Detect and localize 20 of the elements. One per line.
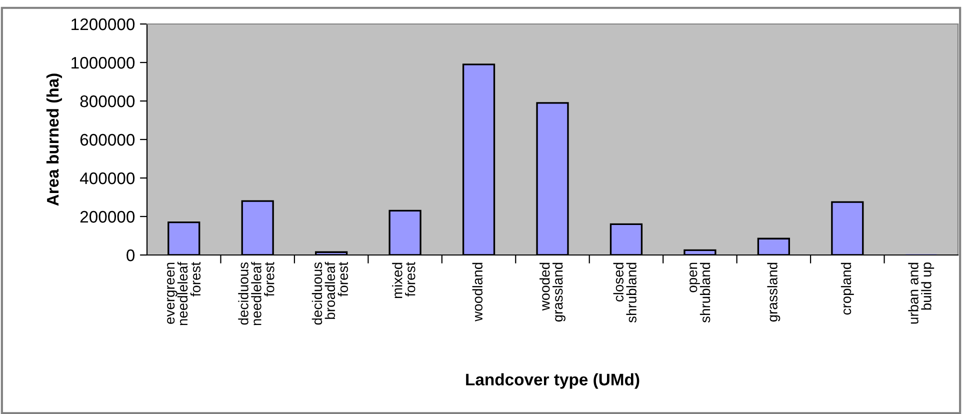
x-tick-label: grassland — [767, 262, 780, 322]
x-tick-label: mixed forest — [392, 262, 416, 298]
y-axis-title: Area burned (ha) — [46, 74, 62, 206]
y-tick-label: 1200000 — [72, 18, 135, 30]
y-tick-label: 600000 — [80, 134, 135, 146]
x-tick-label: urban and build up — [908, 262, 934, 324]
y-tick-label: 400000 — [80, 172, 135, 184]
x-tick-label: deciduous needleleaf forest — [238, 262, 274, 326]
y-tick-label: 200000 — [80, 210, 135, 223]
x-tick-label: evergreen needleleaf forest — [167, 262, 201, 326]
y-tick-label: 1000000 — [72, 56, 135, 69]
y-tick-label: 800000 — [80, 95, 135, 108]
x-tick-label: woodland — [472, 262, 482, 322]
x-axis-title: Landcover type (UMd) — [466, 373, 640, 389]
y-tick-label: 0 — [126, 249, 135, 262]
x-tick-label: deciduous broadleaf forest — [312, 262, 348, 325]
x-tick-label: wooded grassland — [540, 262, 566, 322]
x-tick-label: open shrubland — [690, 262, 710, 323]
x-tick-label: cropland — [840, 262, 854, 315]
x-tick-label: closed shrubland — [613, 262, 636, 323]
